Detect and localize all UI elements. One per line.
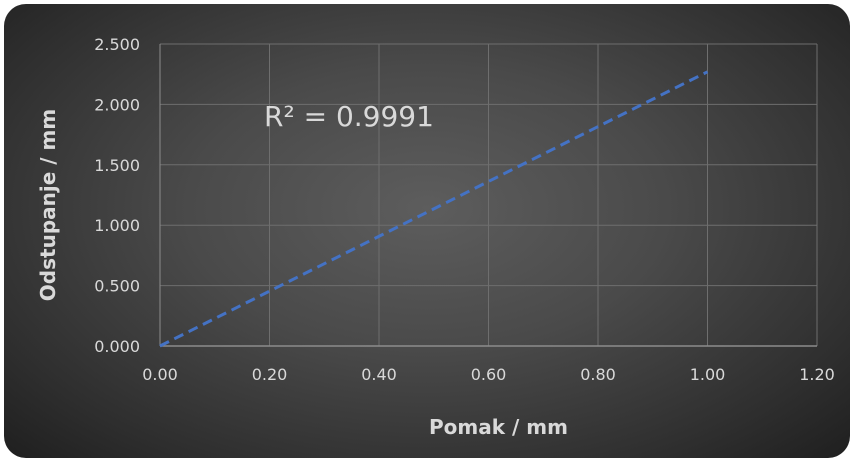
y-axis-title: Odstupanje / mm — [36, 109, 60, 301]
y-tick-label: 2.500 — [94, 35, 140, 54]
x-tick-label: 0.40 — [361, 365, 397, 384]
tick-labels: 0.00 0.20 0.40 0.60 0.80 1.00 1.20 0.000 0.500 1.… — [94, 35, 835, 384]
y-tick-label: 0.500 — [94, 277, 140, 296]
x-tick-label: 0.20 — [252, 365, 288, 384]
x-tick-label: 0.00 — [142, 365, 178, 384]
x-tick-label: 1.00 — [690, 365, 726, 384]
grid — [160, 43, 818, 346]
y-tick-label: 1.000 — [94, 216, 140, 235]
trendline-series — [159, 70, 709, 348]
r-squared-annotation: R² = 0.9991 — [264, 100, 434, 133]
chart-frame — [4, 4, 850, 458]
y-tick-label: 2.000 — [94, 95, 140, 114]
x-axis-title: Pomak / mm — [429, 415, 568, 439]
x-tick-label: 0.60 — [471, 365, 507, 384]
y-tick-label: 1.500 — [94, 156, 140, 175]
axes — [159, 44, 817, 347]
x-tick-label: 1.20 — [799, 365, 835, 384]
series — [159, 70, 709, 348]
x-tick-label: 0.80 — [580, 365, 616, 384]
y-tick-label: 0.000 — [94, 337, 140, 356]
